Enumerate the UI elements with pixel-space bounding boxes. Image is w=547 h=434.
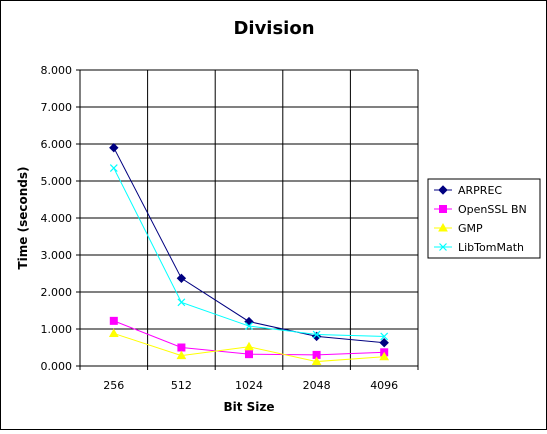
x-tick-label: 1024 [235,379,263,392]
data-point-libtommath [380,332,389,341]
grid-lines [80,69,419,366]
data-point-libtommath [177,298,186,307]
data-point-gmp [176,350,187,360]
series-libtommath [109,164,389,341]
data-point-gmp [311,356,322,366]
legend-marker [439,243,447,251]
y-tick-label: 7.000 [41,101,73,114]
data-point-openssl-bn [245,350,253,359]
legend-label: LibTomMath [458,241,524,254]
legend-marker [438,185,448,195]
data-point-arprec [379,337,389,348]
data-point-gmp [244,341,254,351]
legend-box [427,178,541,259]
y-tick-label: 1.000 [41,323,73,336]
legend-label: GMP [458,222,483,235]
y-tick-label: 0.000 [41,360,73,373]
data-point-gmp [108,328,119,337]
x-tick-label: 256 [103,379,124,392]
series-gmp [108,328,390,366]
y-tick-label: 5.000 [41,175,73,188]
series-layer [108,142,390,366]
data-point-libtommath [109,164,118,172]
y-tick-label: 2.000 [41,286,73,299]
x-tick-label: 2048 [303,379,331,392]
data-point-openssl-bn [177,343,186,352]
data-point-arprec [176,273,187,284]
legend-item-libtommath: LibTomMath [434,241,524,254]
y-tick-label: 8.000 [41,64,73,77]
data-point-libtommath [312,330,321,339]
y-tick-label: 4.000 [41,212,73,225]
chart-title: Division [233,18,314,39]
legend-item-gmp: GMP [434,222,483,235]
legend-item-openssl-bn: OpenSSL BN [434,203,527,216]
axes: 0.000 1.000 2.000 3.000 4.000 5.000 6.000 7.000… [41,64,419,392]
legend-marker [438,222,448,232]
data-point-arprec [109,142,119,153]
x-axis-label: Bit Size [223,400,274,414]
legend-item-arprec: ARPREC [434,184,502,197]
data-point-openssl-bn [109,316,118,325]
x-tick-label: 512 [171,379,192,392]
y-tick-label: 3.000 [41,249,73,262]
data-point-libtommath [245,322,253,330]
y-axis-label: Time (seconds) [16,166,30,269]
x-tick-label: 4096 [370,379,398,392]
y-tick-label: 6.000 [41,138,73,151]
legend-marker [439,205,447,213]
legend-label: ARPREC [458,184,502,197]
legend-label: OpenSSL BN [458,203,527,216]
data-point-gmp [379,351,390,361]
legend: ARPREC OpenSSL BN GMP LibTomMath [427,178,541,259]
